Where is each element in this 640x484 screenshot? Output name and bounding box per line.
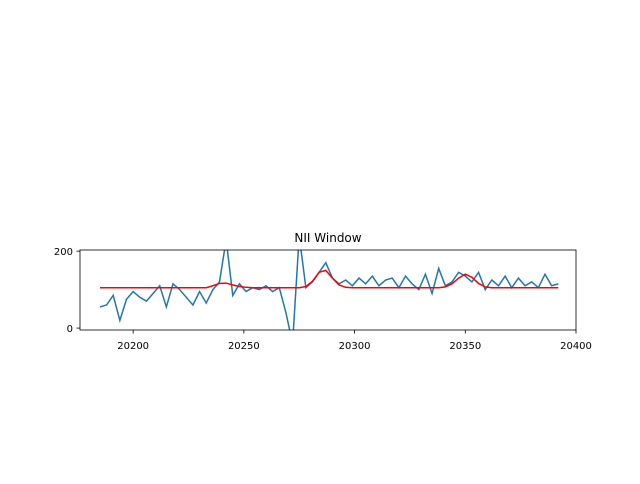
- x-tick-label: 20350: [449, 341, 481, 352]
- data-line: [99, 250, 559, 330]
- x-tick-label: 20400: [560, 341, 592, 352]
- x-tick-label: 20300: [339, 341, 371, 352]
- y-tick-label: 200: [54, 247, 73, 258]
- chart-title: NII Window: [294, 231, 361, 245]
- x-tick-label: 20200: [117, 341, 149, 352]
- data-line: [99, 269, 559, 289]
- axes-frame: [79, 249, 577, 331]
- y-tick-label: 0: [67, 324, 73, 335]
- plot-area: [99, 250, 559, 330]
- x-tick-label: 20250: [228, 341, 260, 352]
